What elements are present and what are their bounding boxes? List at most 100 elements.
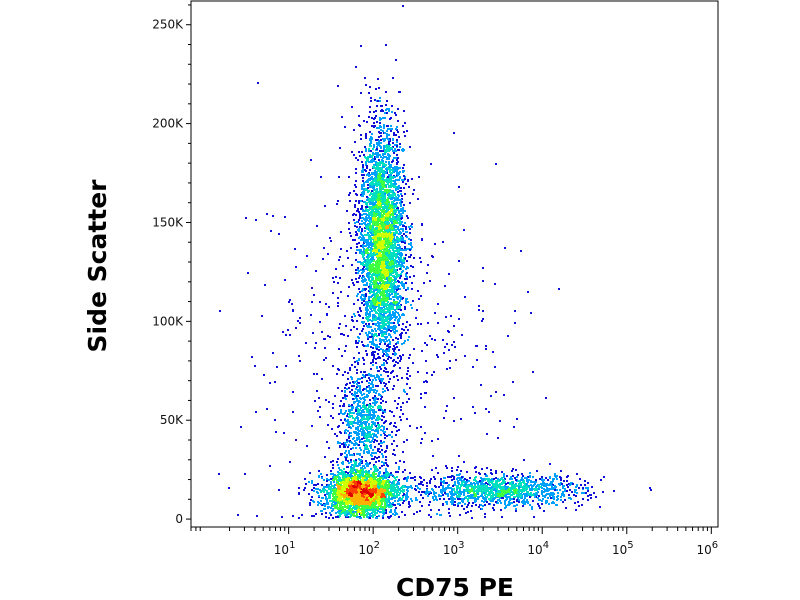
event-dot [378, 245, 380, 247]
event-dot [369, 169, 371, 171]
event-dot [332, 407, 334, 409]
event-dot [385, 240, 387, 242]
event-dot [388, 148, 390, 150]
event-dot [382, 410, 384, 412]
event-dot [355, 168, 357, 170]
event-dot [401, 259, 403, 261]
event-dot [351, 279, 353, 281]
event-dot [413, 257, 415, 259]
event-dot [373, 144, 375, 146]
event-dot [400, 193, 402, 195]
event-dot [391, 233, 393, 235]
event-dot [358, 249, 360, 251]
event-dot [387, 308, 389, 310]
event-dot [392, 214, 394, 216]
event-dot [397, 120, 399, 122]
event-dot [409, 146, 411, 148]
event-dot [375, 346, 377, 348]
event-dot [381, 453, 383, 455]
event-dot [392, 167, 394, 169]
event-dot [393, 271, 395, 273]
event-dot [399, 305, 401, 307]
event-dot [377, 407, 379, 409]
event-dot [347, 372, 349, 374]
event-dot [391, 303, 393, 305]
event-dot [345, 420, 347, 422]
event-dot [356, 383, 358, 385]
event-dot [387, 128, 389, 130]
event-dot [373, 122, 375, 124]
event-dot [373, 399, 375, 401]
event-dot [370, 271, 372, 273]
event-dot [390, 179, 392, 181]
event-dot [382, 324, 384, 326]
event-dot [348, 444, 350, 446]
event-dot [385, 317, 387, 319]
event-dot [382, 378, 384, 380]
event-dot [372, 361, 374, 363]
event-dot [361, 184, 363, 186]
event-dot [365, 424, 367, 426]
event-dot [365, 133, 367, 135]
event-dot [379, 132, 381, 134]
event-dot [392, 353, 394, 355]
event-dot [356, 400, 358, 402]
event-dot [389, 410, 391, 412]
event-dot [351, 264, 353, 266]
event-dot [376, 253, 378, 255]
event-dot [358, 219, 360, 221]
event-dot [398, 302, 400, 304]
event-dot [376, 374, 378, 376]
event-dot [355, 459, 357, 461]
event-dot [380, 186, 382, 188]
event-dot [363, 182, 365, 184]
event-dot [370, 100, 372, 102]
event-dot [382, 117, 384, 119]
event-dot [368, 382, 370, 384]
event-dot [387, 214, 389, 216]
event-dot [384, 195, 386, 197]
event-dot [373, 118, 375, 120]
event-dot [363, 154, 365, 156]
event-dot [385, 104, 387, 106]
event-dot [374, 333, 376, 335]
event-dot [383, 125, 385, 127]
event-dot [394, 250, 396, 252]
event-dot [383, 309, 385, 311]
event-dot [367, 345, 369, 347]
event-dot [394, 315, 396, 317]
event-dot [396, 255, 398, 257]
event-dot [379, 282, 381, 284]
event-dot [370, 291, 372, 293]
event-dot [351, 404, 353, 406]
event-dot [392, 291, 394, 293]
event-dot [400, 213, 402, 215]
event-dot [359, 308, 361, 310]
event-dot [380, 110, 382, 112]
event-dot [347, 295, 349, 297]
event-dot [395, 269, 397, 271]
event-dot [376, 348, 378, 350]
event-dot [373, 195, 375, 197]
event-dot [399, 91, 401, 93]
event-dot [393, 207, 395, 209]
event-dot [356, 395, 358, 397]
event-dot [343, 403, 345, 405]
event-dot [399, 190, 401, 192]
event-dot [412, 266, 414, 268]
event-dot [339, 431, 341, 433]
event-dot [406, 278, 408, 280]
event-dot [379, 451, 381, 453]
event-dot [386, 133, 388, 135]
event-dot [398, 258, 400, 260]
event-dot [388, 143, 390, 145]
event-dot [348, 222, 350, 224]
event-dot [393, 299, 395, 301]
event-dot [385, 331, 387, 333]
event-dot [396, 297, 398, 299]
event-dot [360, 138, 362, 140]
event-dot [372, 384, 374, 386]
event-dot [387, 273, 389, 275]
event-dot [403, 461, 405, 463]
event-dot [377, 290, 379, 292]
